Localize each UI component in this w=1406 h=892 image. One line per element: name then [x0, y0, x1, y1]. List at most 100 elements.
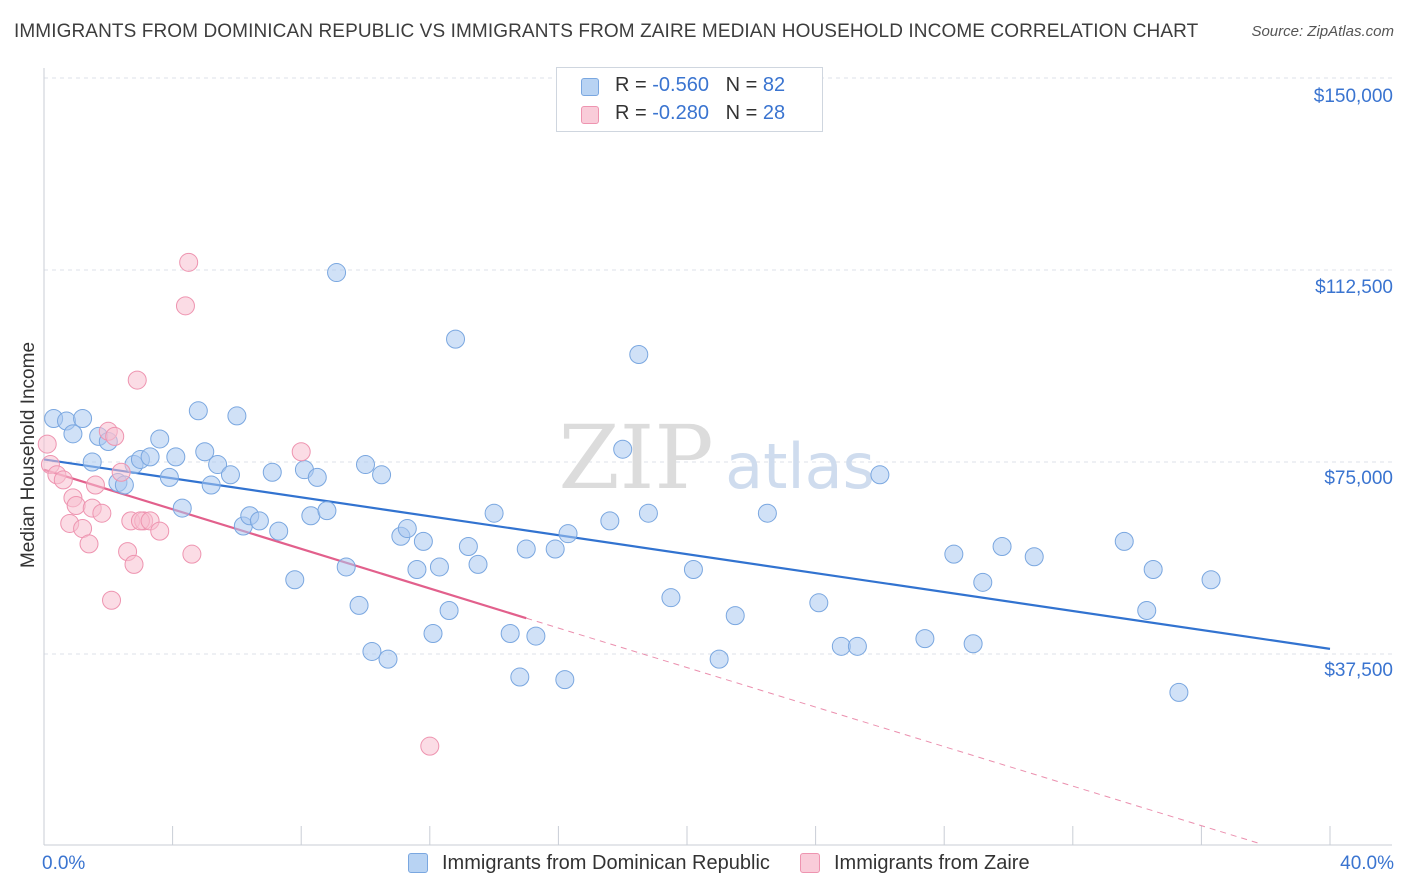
point-dominican-republic	[545, 539, 565, 559]
point-dominican-republic	[973, 572, 993, 592]
y-tick-label-75000: $75,000	[1324, 468, 1393, 489]
point-zaire	[85, 475, 105, 495]
point-dominican-republic	[150, 429, 170, 449]
point-dominican-republic	[1114, 531, 1134, 551]
point-dominican-republic	[372, 465, 392, 485]
point-dominican-republic	[629, 344, 649, 364]
bottom-legend-label: Immigrants from Zaire	[834, 852, 1030, 874]
point-dominican-republic	[516, 539, 536, 559]
point-dominican-republic	[413, 531, 433, 551]
legend-swatch-pink	[581, 106, 599, 124]
point-dominican-republic	[831, 636, 851, 656]
legend-r-label: R =	[615, 74, 653, 96]
point-dominican-republic	[484, 503, 504, 523]
legend-n-value: 28	[762, 102, 786, 124]
point-dominican-republic	[468, 554, 488, 574]
point-dominican-republic	[870, 465, 890, 485]
point-dominican-republic	[188, 401, 208, 421]
point-dominican-republic	[208, 455, 228, 475]
point-zaire	[420, 736, 440, 756]
point-zaire	[53, 470, 73, 490]
point-dominican-republic	[249, 511, 269, 531]
watermark: ZIP atlas	[558, 406, 874, 509]
point-dominican-republic	[500, 624, 520, 644]
point-dominican-republic	[159, 467, 179, 487]
bottom-legend-swatch-pink	[800, 853, 820, 873]
point-dominican-republic	[1024, 547, 1044, 567]
point-dominican-republic	[683, 560, 703, 580]
point-dominican-republic	[301, 506, 321, 526]
data-points	[37, 252, 1221, 756]
legend-n-label: N =	[725, 102, 763, 124]
point-dominican-republic	[847, 636, 867, 656]
point-dominican-republic	[429, 557, 449, 577]
legend-n-label: N =	[725, 74, 763, 96]
point-dominican-republic	[317, 501, 337, 521]
point-zaire	[105, 426, 125, 446]
point-dominican-republic	[269, 521, 289, 541]
point-dominican-republic	[407, 560, 427, 580]
point-zaire	[66, 496, 86, 516]
point-dominican-republic	[82, 452, 102, 472]
point-zaire	[37, 434, 57, 454]
y-tick-label-112500: $112,500	[1315, 277, 1393, 298]
point-dominican-republic	[638, 503, 658, 523]
point-dominican-republic	[709, 649, 729, 669]
legend-n-value: 82	[762, 74, 786, 96]
point-dominican-republic	[397, 519, 417, 539]
bottom-legend-label: Immigrants from Dominican Republic	[442, 852, 770, 874]
point-zaire	[127, 370, 147, 390]
point-dominican-republic	[526, 626, 546, 646]
trend-line-dominican-republic	[43, 458, 1331, 650]
point-dominican-republic	[1143, 560, 1163, 580]
point-dominican-republic	[555, 670, 575, 690]
point-dominican-republic	[356, 455, 375, 475]
point-zaire	[182, 544, 202, 564]
x-tick-label-min: 0.0%	[42, 853, 86, 874]
point-dominican-republic	[327, 263, 347, 283]
point-dominican-republic	[140, 447, 160, 467]
point-dominican-republic	[510, 667, 530, 687]
point-dominican-republic	[63, 424, 83, 444]
point-dominican-republic	[661, 588, 681, 608]
x-tick-label-max: 40.0%	[1340, 853, 1394, 874]
point-dominican-republic	[1201, 570, 1221, 590]
point-dominican-republic	[201, 475, 221, 495]
stats-legend: R = -0.560 N = 82 R = -0.280 N = 28	[556, 67, 823, 132]
point-zaire	[111, 462, 131, 482]
chart-title: IMMIGRANTS FROM DOMINICAN REPUBLIC VS IM…	[14, 21, 1199, 42]
point-dominican-republic	[349, 595, 369, 615]
point-dominican-republic	[613, 439, 633, 459]
point-dominican-republic	[307, 467, 327, 487]
point-dominican-republic	[423, 624, 443, 644]
watermark-zip: ZIP	[558, 406, 713, 509]
point-dominican-republic	[262, 462, 282, 482]
y-tick-label-150000: $150,000	[1313, 86, 1393, 107]
source-label: Source: ZipAtlas.com	[1251, 23, 1394, 40]
legend-r-value: -0.560	[652, 74, 709, 96]
point-zaire	[291, 442, 311, 462]
axes	[43, 68, 1392, 846]
point-dominican-republic	[378, 649, 398, 669]
point-zaire	[150, 521, 170, 541]
point-dominican-republic	[446, 329, 466, 349]
point-dominican-republic	[809, 593, 829, 613]
bottom-legend-swatch-blue	[408, 853, 428, 873]
point-dominican-republic	[439, 600, 459, 620]
point-zaire	[175, 296, 195, 316]
point-dominican-republic	[73, 408, 93, 428]
trend-line-zaire-extension	[526, 617, 1260, 844]
point-zaire	[179, 252, 199, 272]
point-dominican-republic	[220, 465, 240, 485]
point-dominican-republic	[558, 524, 578, 544]
point-zaire	[92, 503, 112, 523]
point-dominican-republic	[362, 641, 382, 661]
point-dominican-republic	[458, 536, 478, 556]
point-dominican-republic	[285, 570, 305, 590]
point-zaire	[124, 554, 144, 574]
point-zaire	[102, 590, 122, 610]
y-axis-label: Median Household Income	[18, 341, 39, 569]
point-dominican-republic	[1137, 600, 1157, 620]
legend-r-value: -0.280	[652, 102, 709, 124]
